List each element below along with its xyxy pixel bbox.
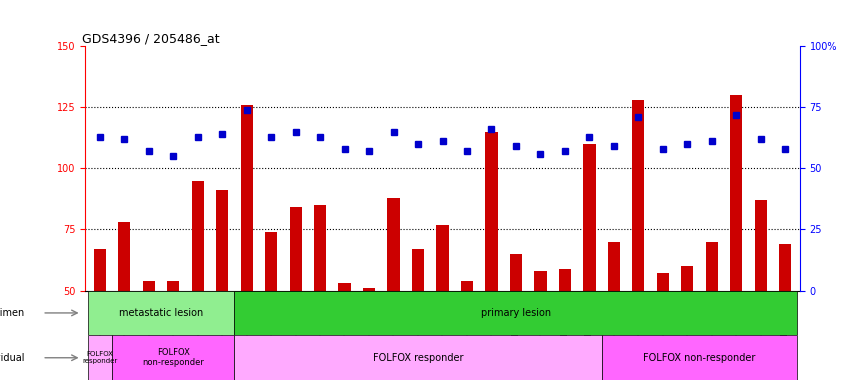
Bar: [289, 207, 302, 291]
Bar: [412, 249, 424, 291]
Bar: [167, 281, 180, 291]
Bar: [88, 335, 112, 380]
Bar: [485, 132, 498, 291]
Bar: [118, 222, 130, 291]
Bar: [143, 281, 155, 291]
Text: GDS4396 / 205486_at: GDS4396 / 205486_at: [82, 32, 220, 45]
Text: metastatic lesion: metastatic lesion: [119, 308, 203, 318]
Text: FOLFOX
non-responder: FOLFOX non-responder: [142, 348, 204, 367]
Bar: [608, 242, 620, 291]
Bar: [437, 225, 448, 291]
Bar: [241, 105, 253, 291]
Bar: [681, 266, 694, 291]
Bar: [510, 254, 522, 291]
Text: specimen: specimen: [0, 308, 25, 318]
Bar: [112, 335, 234, 380]
Bar: [265, 232, 277, 291]
Bar: [314, 205, 326, 291]
Text: primary lesion: primary lesion: [481, 308, 551, 318]
Bar: [559, 268, 571, 291]
Bar: [191, 180, 204, 291]
Text: FOLFOX
responder: FOLFOX responder: [83, 351, 117, 364]
Bar: [387, 198, 400, 291]
Bar: [363, 288, 375, 291]
Bar: [602, 335, 797, 380]
Bar: [94, 249, 106, 291]
Bar: [657, 273, 669, 291]
Text: individual: individual: [0, 353, 25, 363]
Bar: [461, 281, 473, 291]
Bar: [755, 200, 767, 291]
Bar: [730, 95, 742, 291]
Bar: [339, 283, 351, 291]
Text: FOLFOX non-responder: FOLFOX non-responder: [643, 353, 756, 363]
Bar: [234, 335, 602, 380]
Bar: [88, 291, 234, 335]
Bar: [705, 242, 718, 291]
Bar: [780, 244, 791, 291]
Bar: [632, 100, 644, 291]
Bar: [583, 144, 596, 291]
Bar: [234, 291, 797, 335]
Bar: [534, 271, 546, 291]
Text: FOLFOX responder: FOLFOX responder: [373, 353, 463, 363]
Bar: [216, 190, 228, 291]
